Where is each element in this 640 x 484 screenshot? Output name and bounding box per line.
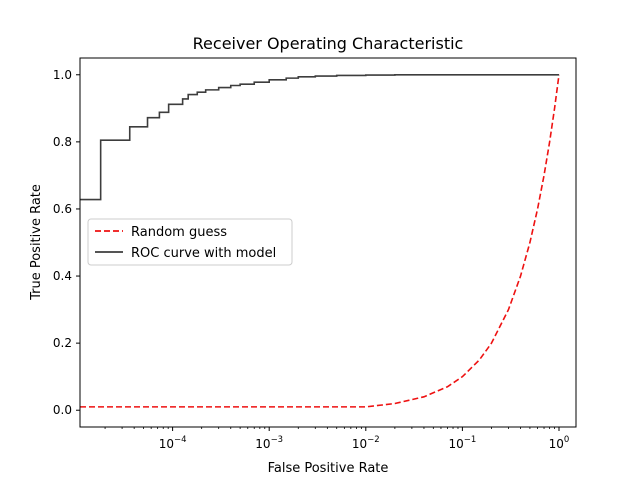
series-line-random-guess bbox=[80, 74, 560, 408]
x-tick-label: 10−3 bbox=[255, 435, 283, 451]
legend-label-random-guess: Random guess bbox=[131, 225, 227, 240]
series-line-roc-curve bbox=[80, 73, 559, 201]
x-axis: 10−4 10−3 10−2 10−1 100 bbox=[104, 427, 570, 451]
legend-label-roc-curve: ROC curve with model bbox=[131, 246, 276, 261]
x-tick-label: 10−2 bbox=[352, 435, 380, 451]
y-tick-label: 1.0 bbox=[53, 68, 72, 82]
y-tick-label: 0.6 bbox=[53, 202, 72, 216]
x-tick-label: 10−4 bbox=[159, 435, 187, 451]
y-tick-label: 0.2 bbox=[53, 336, 72, 350]
legend: Random guess ROC curve with model bbox=[87, 218, 293, 266]
x-tick-label: 10−1 bbox=[448, 435, 476, 451]
y-tick-label: 0.0 bbox=[53, 403, 72, 417]
plot-area bbox=[79, 57, 577, 428]
y-axis: 0.0 0.2 0.4 0.6 0.8 1.0 bbox=[53, 68, 80, 417]
y-tick-label: 0.8 bbox=[53, 135, 72, 149]
x-tick-label: 100 bbox=[549, 435, 570, 451]
series-layer bbox=[80, 73, 560, 408]
legend-box bbox=[87, 218, 293, 266]
plot-frame bbox=[79, 57, 577, 428]
x-axis-label: False Positive Rate bbox=[268, 461, 389, 476]
chart-title: Receiver Operating Characteristic bbox=[193, 34, 464, 53]
y-tick-label: 0.4 bbox=[53, 269, 72, 283]
y-axis-label: True Positive Rate bbox=[29, 184, 44, 301]
